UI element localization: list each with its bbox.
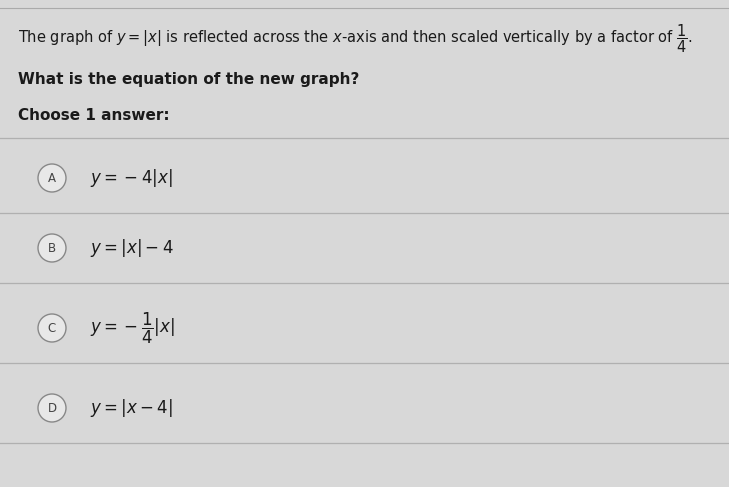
Text: $y=|x|-4$: $y=|x|-4$ — [90, 237, 174, 259]
Circle shape — [38, 314, 66, 342]
Text: Choose 1 answer:: Choose 1 answer: — [18, 108, 170, 123]
Circle shape — [38, 164, 66, 192]
Text: A: A — [48, 171, 56, 185]
Circle shape — [38, 234, 66, 262]
Text: $y=|x-4|$: $y=|x-4|$ — [90, 397, 173, 419]
Text: D: D — [47, 401, 57, 414]
Text: B: B — [48, 242, 56, 255]
Text: What is the equation of the new graph?: What is the equation of the new graph? — [18, 72, 359, 87]
Text: The graph of $y=|x|$ is reflected across the $x$-axis and then scaled vertically: The graph of $y=|x|$ is reflected across… — [18, 22, 693, 55]
Text: C: C — [48, 321, 56, 335]
Text: $y=-\dfrac{1}{4}|x|$: $y=-\dfrac{1}{4}|x|$ — [90, 310, 175, 346]
Circle shape — [38, 394, 66, 422]
Text: $y=-4|x|$: $y=-4|x|$ — [90, 167, 173, 189]
